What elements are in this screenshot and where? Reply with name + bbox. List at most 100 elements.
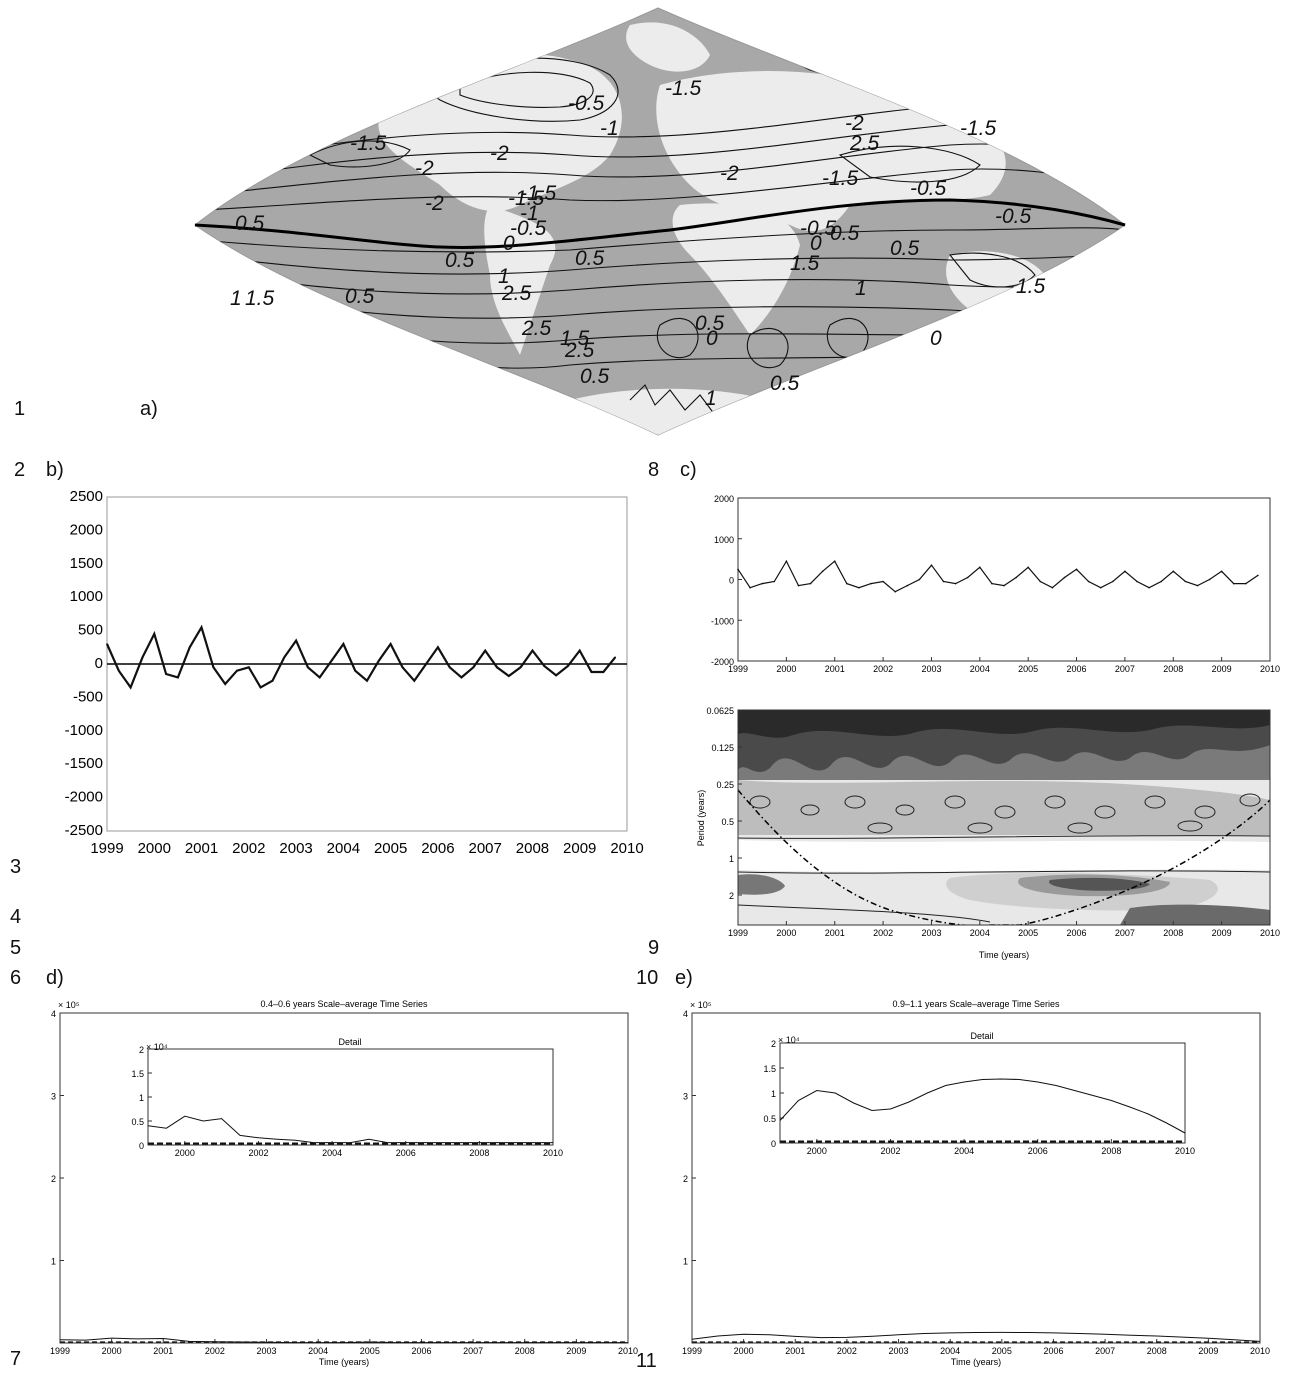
x-tick-label: 2009 — [1198, 1346, 1218, 1356]
contour-label: -2 — [720, 162, 739, 185]
chart-d-inset-y-exponent: × 10⁴ — [146, 1042, 168, 1052]
chart-c-data-point — [1220, 570, 1223, 573]
x-tick-label: 1999 — [728, 928, 748, 938]
contour-label: 1.5 — [1016, 275, 1046, 298]
x-tick-label: 2005 — [992, 1346, 1012, 1356]
panel-label-a: a) — [140, 398, 158, 420]
chart-c-data-point — [1232, 582, 1235, 585]
x-tick-label: 2004 — [970, 664, 990, 674]
chart-c-data-point — [809, 582, 812, 585]
contour-label: -0.5 — [910, 177, 947, 200]
contour-label: -2 — [490, 142, 509, 165]
contour-label: -0.5 — [995, 205, 1032, 228]
chart-b-data-point — [271, 679, 274, 682]
chart-c-data-point — [1208, 578, 1211, 581]
contour-label: 2.5 — [501, 282, 532, 305]
y-tick-label: 0 — [95, 655, 103, 672]
x-tick-label: 2008 — [1147, 1346, 1167, 1356]
contour-label: -2 — [415, 157, 434, 180]
contour-label: 0 — [810, 232, 822, 255]
chart-b-data-point — [448, 666, 451, 669]
contour-label: 1.5 — [560, 327, 590, 350]
contour-label: 2.5 — [849, 132, 880, 155]
chart-b-data-point — [141, 656, 144, 659]
line-number: 2 — [14, 459, 26, 481]
x-tick-label: 2010 — [610, 840, 643, 857]
contour-label: 0.5 — [575, 247, 605, 270]
x-tick-label: 2002 — [205, 1346, 225, 1356]
x-tick-label: 2006 — [421, 840, 454, 857]
chart-c-wavelet-frame — [737, 709, 1271, 926]
chart-b-data-point — [555, 674, 557, 677]
x-tick-label: 2008 — [1163, 664, 1183, 674]
x-tick-label: 1999 — [682, 1346, 702, 1356]
y-tick-label: 1 — [729, 854, 734, 864]
y-tick-label: 1 — [771, 1089, 776, 1099]
x-tick-label: 2000 — [734, 1346, 754, 1356]
x-tick-label: 1999 — [728, 664, 748, 674]
chart-c-data-point — [858, 586, 860, 589]
chart-c-data-point — [1184, 580, 1187, 583]
panel-label-c: c) — [680, 459, 697, 481]
chart-c-data-point — [1196, 584, 1199, 587]
chart-b-data-point — [188, 646, 191, 649]
chart-c-data-point — [966, 576, 969, 579]
contour-label: -1 — [600, 117, 619, 140]
chart-c-data-point — [954, 582, 957, 585]
x-tick-label: 2007 — [1095, 1346, 1115, 1356]
x-tick-label: 2006 — [396, 1148, 416, 1158]
y-tick-label: -2500 — [65, 822, 103, 839]
y-tick-label: 2 — [51, 1174, 56, 1184]
y-tick-label: 0.5 — [131, 1117, 144, 1127]
x-tick-label: 1999 — [50, 1346, 70, 1356]
x-tick-label: 2000 — [807, 1146, 827, 1156]
y-tick-label: 1000 — [714, 535, 734, 545]
chart-b-data-point — [165, 673, 167, 675]
contour-label: 0.5 — [235, 212, 265, 235]
line-number: 1 — [14, 398, 26, 420]
y-tick-label: 4 — [51, 1009, 56, 1019]
x-tick-label: 2007 — [1115, 664, 1135, 674]
chart-c-data-point — [749, 586, 751, 589]
y-tick-label: -500 — [73, 688, 103, 705]
y-tick-label: 2000 — [70, 521, 103, 538]
contour-label: 2.5 — [564, 339, 595, 362]
x-tick-label: 2006 — [1067, 928, 1087, 938]
contour-label: 1 — [498, 265, 510, 288]
chart-c-top: 2000 1000 0 -1000 -2000 1999 2000 2001 2002 2003… — [711, 494, 1280, 674]
y-tick-label: 0.5 — [763, 1114, 776, 1124]
x-tick-label: 2004 — [954, 1146, 974, 1156]
x-tick-label: 2001 — [785, 1346, 805, 1356]
x-tick-label: 2002 — [873, 664, 893, 674]
panel-label-e: e) — [675, 967, 693, 989]
x-tick-label: 2006 — [1028, 1146, 1048, 1156]
chart-c-data-point — [1136, 580, 1138, 583]
contour-label: 1.5 — [790, 252, 820, 275]
chart-c-data-point — [979, 566, 981, 569]
chart-c-data-point — [785, 560, 788, 562]
y-tick-label: 0.25 — [716, 780, 734, 790]
contour-label: -1.5 — [508, 187, 545, 210]
chart-b-data-point — [401, 666, 404, 669]
chart-c-wavelet-xlabel: Time (years) — [979, 950, 1029, 960]
y-tick-label: -1500 — [65, 755, 103, 772]
contour-label: 0.5 — [770, 372, 800, 395]
contour-label: -2 — [845, 112, 864, 135]
y-tick-label: -2000 — [65, 789, 103, 806]
x-tick-label: 2010 — [1175, 1146, 1195, 1156]
x-tick-label: 2004 — [940, 1346, 960, 1356]
chart-d-y-exponent: × 10⁵ — [58, 1000, 80, 1010]
chart-e-y-exponent: × 10⁵ — [690, 1000, 712, 1010]
x-tick-label: 2009 — [1212, 664, 1232, 674]
chart-b-data-point — [307, 666, 309, 669]
chart-e: 0.9–1.1 years Scale–average Time Series … — [682, 999, 1270, 1367]
chart-b-data-point — [212, 666, 215, 669]
chart-b-data-point — [366, 679, 368, 682]
x-tick-label: 2001 — [185, 840, 218, 857]
x-tick-label: 2008 — [515, 1346, 535, 1356]
x-tick-label: 2000 — [138, 840, 171, 857]
chart-b-series-line — [105, 624, 617, 690]
y-tick-label: 2 — [139, 1045, 144, 1055]
x-tick-label: 2010 — [543, 1148, 563, 1158]
contour-label: 0.5 — [890, 237, 920, 260]
